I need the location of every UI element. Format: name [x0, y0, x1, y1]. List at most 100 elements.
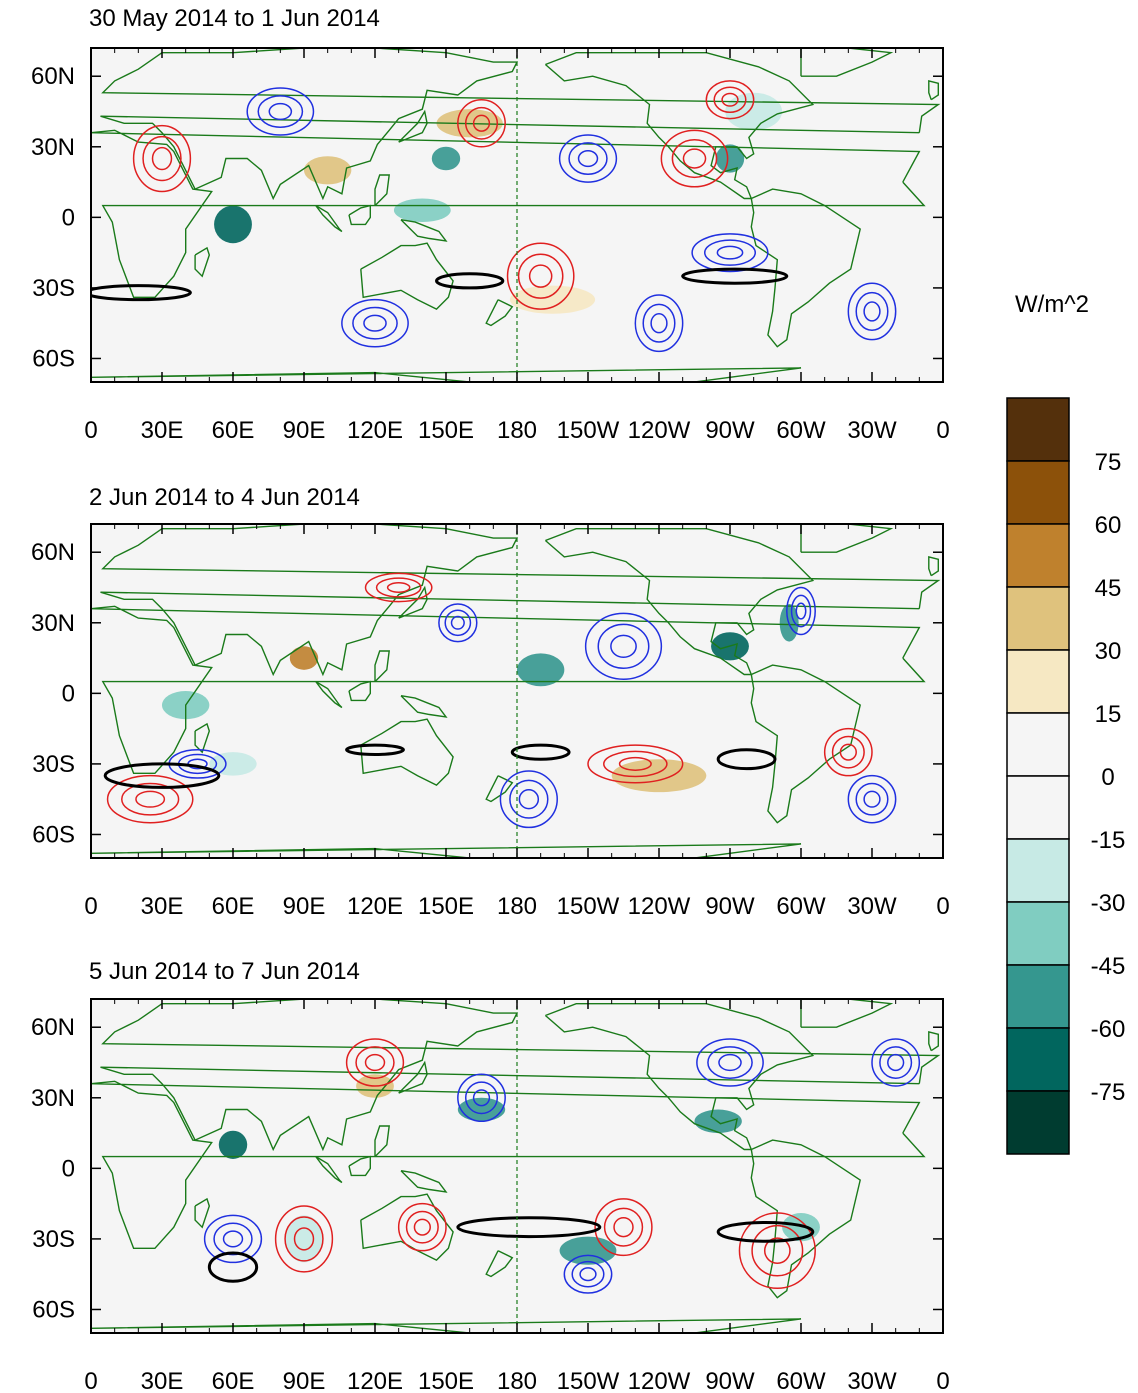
- anomaly-shading: [218, 1130, 248, 1159]
- lon-tick-label: 0: [936, 1368, 949, 1393]
- map-background: [91, 999, 943, 1333]
- negative-contour: [863, 301, 881, 322]
- colorbar-label: -30: [1091, 890, 1126, 917]
- coastline: [100, 48, 941, 201]
- colorbar: 75 60 45 30 15 0 -15 -30 -45 -60 -75: [1006, 397, 1126, 1155]
- lon-tick-label: 120W: [628, 893, 691, 920]
- anomaly-shading: [209, 752, 257, 776]
- coastline: [800, 524, 894, 553]
- negative-contour: [464, 1081, 499, 1115]
- negative-contour: [786, 586, 816, 636]
- coastline: [100, 524, 941, 677]
- positive-contour: [594, 1198, 653, 1257]
- anomaly-shading: [304, 156, 352, 185]
- coastline: [194, 722, 211, 754]
- colorbar-swatch: [1006, 523, 1070, 588]
- negative-contour: [222, 1230, 244, 1248]
- colorbar-swatch: [1006, 775, 1070, 840]
- jet-contour: [435, 272, 505, 290]
- anomaly-shading: [289, 646, 319, 670]
- colorbar-label: 60: [1095, 512, 1122, 539]
- negative-contour: [847, 774, 897, 824]
- coastline: [400, 695, 448, 718]
- negative-contour: [584, 612, 663, 680]
- coastline: [348, 1155, 371, 1177]
- lon-tick-label: 30W: [847, 893, 897, 920]
- coastline: [400, 219, 448, 242]
- lon-tick-label: 0: [936, 893, 949, 920]
- coastline: [485, 775, 514, 803]
- map-panel-1: 30 May 2014 to 1 Jun 2014 0 30E 60E 90E 120E 1…: [31, 5, 950, 444]
- positive-contour: [682, 148, 707, 169]
- lon-tick-label: 180: [497, 893, 537, 920]
- positive-contour: [671, 138, 718, 179]
- coastline: [485, 1250, 514, 1278]
- positive-contour: [413, 1218, 431, 1236]
- lat-tick-label: 0: [62, 204, 75, 231]
- negative-contour: [847, 282, 897, 341]
- jet-contour: [345, 743, 405, 757]
- lon-tick-label: 0: [84, 417, 97, 444]
- negative-contour: [438, 603, 478, 643]
- lon-tick-label: 60E: [212, 1368, 255, 1393]
- jet-contour: [716, 1220, 815, 1243]
- negative-contour: [597, 623, 650, 670]
- lat-tick-label: 30S: [32, 1226, 75, 1253]
- positive-contour: [763, 1237, 791, 1264]
- negative-contour: [790, 594, 812, 628]
- colorbar-swatch: [1006, 1090, 1070, 1155]
- lon-tick-label: 90W: [705, 417, 755, 444]
- anomaly-shading: [285, 1215, 323, 1263]
- lat-tick-label: 30N: [31, 134, 75, 161]
- positive-contour: [823, 727, 873, 777]
- lon-tick-label: 30W: [847, 417, 897, 444]
- negative-contour: [363, 314, 387, 332]
- colorbar-label: 30: [1095, 638, 1122, 665]
- negative-contour: [499, 770, 558, 829]
- coastline: [348, 204, 371, 226]
- lon-tick-label: 0: [84, 1368, 97, 1393]
- coastline: [100, 999, 941, 1152]
- negative-contour: [610, 634, 637, 659]
- lon-tick-label: 0: [936, 417, 949, 444]
- coastline: [194, 1197, 211, 1229]
- coastline: [800, 999, 894, 1028]
- jet-contour: [103, 762, 221, 789]
- positive-contour: [517, 253, 564, 299]
- colorbar-label: -75: [1091, 1079, 1126, 1106]
- lon-tick-label: 150W: [557, 893, 620, 920]
- jet-contour: [510, 743, 571, 761]
- panel-title: 2 Jun 2014 to 4 Jun 2014: [89, 484, 360, 511]
- anomaly-shading: [393, 198, 451, 223]
- coastline: [360, 718, 454, 786]
- positive-contour: [142, 135, 182, 182]
- positive-contour: [364, 572, 433, 603]
- negative-contour: [563, 1254, 613, 1294]
- positive-contour: [106, 774, 194, 824]
- anomaly-shading: [431, 146, 461, 171]
- negative-contour: [871, 1038, 921, 1087]
- negative-contour: [444, 609, 472, 637]
- map-panel-3: 5 Jun 2014 to 7 Jun 2014 0 30E 60E 90E 120E 15…: [31, 958, 950, 1393]
- panel-title: 30 May 2014 to 1 Jun 2014: [89, 5, 380, 32]
- lat-tick-label: 60S: [32, 345, 75, 372]
- positive-contour: [660, 129, 729, 188]
- positive-contour: [135, 790, 166, 808]
- colorbar-swatch: [1006, 397, 1070, 462]
- negative-contour: [579, 1267, 597, 1282]
- colorbar-label: -15: [1091, 827, 1126, 854]
- anomaly-shading: [457, 1097, 506, 1122]
- coastline: [928, 556, 939, 577]
- jet-contour: [91, 284, 192, 302]
- negative-contour: [457, 1073, 506, 1123]
- lon-tick-label: 180: [497, 417, 537, 444]
- negative-contour: [558, 134, 618, 183]
- negative-contour: [268, 102, 293, 121]
- lon-tick-label: 60W: [776, 417, 826, 444]
- lon-tick-label: 120W: [628, 417, 691, 444]
- coastline: [91, 129, 926, 298]
- colorbar-label: 15: [1095, 701, 1122, 728]
- lat-tick-label: 60N: [31, 1014, 75, 1041]
- coastline: [91, 605, 926, 774]
- negative-contour: [568, 142, 608, 175]
